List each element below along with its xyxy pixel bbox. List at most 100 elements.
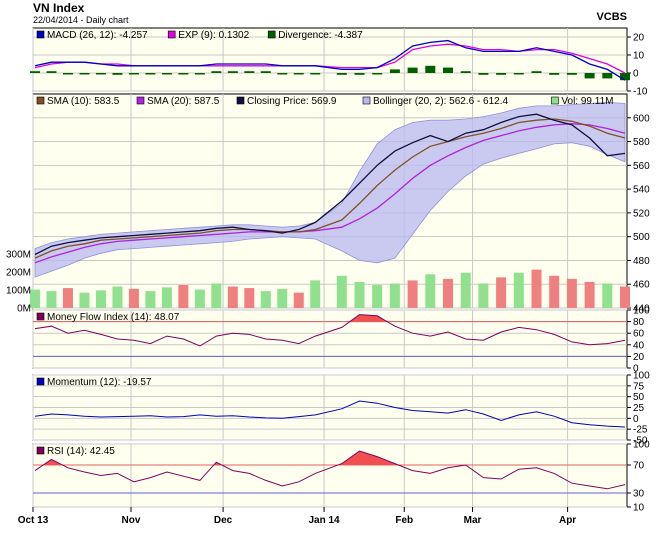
legend-swatch	[167, 30, 176, 39]
divergence-bar	[425, 65, 436, 73]
legend-swatch	[36, 312, 45, 321]
legend-label: MACD (26, 12): -4.257	[47, 30, 148, 41]
y-tick-label: 0	[633, 414, 639, 425]
volume-bar	[128, 288, 139, 308]
volume-tick-label: 300M	[6, 250, 31, 261]
x-tick-label: Jan 14	[308, 515, 340, 526]
volume-bar	[145, 291, 156, 308]
divergence-bar	[161, 73, 172, 75]
y-tick-label: -50	[633, 436, 648, 447]
y-tick-label: 60	[633, 329, 645, 340]
divergence-bar	[178, 73, 189, 75]
legend-label: Bollinger (20, 2): 562.6 - 612.4	[373, 96, 509, 107]
volume-tick-label: 200M	[6, 268, 31, 279]
y-tick-label: 600	[633, 113, 650, 124]
volume-bar	[79, 292, 90, 308]
divergence-bar	[310, 73, 321, 75]
volume-bar	[194, 289, 205, 308]
divergence-bar	[95, 73, 106, 75]
volume-bar	[460, 272, 471, 308]
divergence-bar	[602, 73, 613, 79]
legend-swatch	[36, 30, 45, 39]
x-tick-label: Apr	[559, 515, 576, 526]
divergence-bar	[145, 73, 156, 75]
legend-label: RSI (14): 42.45	[47, 446, 115, 457]
y-tick-label: 580	[633, 137, 650, 148]
y-tick-label: 460	[633, 280, 650, 291]
y-tick-label: 30	[633, 489, 645, 500]
volume-bar	[513, 272, 524, 308]
divergence-bar	[62, 73, 73, 75]
x-axis: Oct 13 Nov Dec Jan 14 Feb Mar Apr	[18, 507, 576, 526]
y-tick-label: 100	[633, 306, 650, 317]
y-tick-label: -10	[633, 87, 648, 98]
volume-bar	[260, 291, 271, 308]
divergence-bar	[496, 73, 507, 75]
volume-bar	[112, 286, 123, 308]
brand-label: VCBS	[596, 11, 627, 23]
mfi-line	[34, 314, 626, 347]
y-tick-label: 500	[633, 232, 650, 243]
y-tick-label: 10	[633, 51, 645, 62]
y-tick-label: 480	[633, 256, 650, 267]
volume-tick-label: 100M	[6, 286, 31, 297]
y-tick-label: 10	[633, 503, 645, 514]
divergence-bar	[443, 67, 453, 73]
divergence-bar	[407, 67, 418, 73]
volume-bar	[336, 275, 347, 308]
y-tick-label: 75	[633, 381, 645, 392]
y-tick-label: 70	[633, 461, 645, 472]
y-tick-label: 50	[633, 392, 645, 403]
divergence-bar	[260, 71, 271, 73]
y-tick-label: 40	[633, 340, 645, 351]
divergence-bar	[30, 71, 40, 73]
y-tick-label: 540	[633, 185, 650, 196]
panel-frame	[32, 27, 628, 92]
volume-bar	[496, 277, 507, 308]
divergence-bar	[584, 73, 595, 79]
rsi-line	[34, 450, 626, 490]
volume-bar	[389, 283, 400, 308]
legend-label: Closing Price: 569.9	[247, 96, 337, 107]
divergence-bar	[566, 73, 577, 75]
x-tick-label: Dec	[214, 515, 233, 526]
momentum-line	[34, 400, 626, 428]
legend-label: SMA (20): 587.5	[147, 96, 220, 107]
divergence-bar	[478, 73, 489, 75]
divergence-bar	[293, 73, 304, 75]
legend-swatch	[136, 96, 145, 105]
volume-bar	[293, 292, 304, 308]
chart-title: VN Index	[33, 1, 85, 15]
volume-bar	[354, 281, 365, 308]
y-tick-label: 100	[633, 371, 650, 382]
y-tick-label: 25	[633, 403, 645, 414]
y-tick-label: 20	[633, 33, 645, 44]
y-tick-label: 440	[633, 304, 650, 315]
legend-swatch	[267, 30, 276, 39]
volume-bar	[531, 269, 542, 308]
volume-bar	[30, 289, 40, 308]
legend-label: Vol: 99.11M	[561, 96, 613, 107]
divergence-bar	[277, 73, 288, 75]
divergence-bar	[372, 73, 383, 75]
legend-swatch	[362, 96, 371, 105]
divergence-bar	[354, 73, 365, 75]
bollinger-band	[34, 101, 626, 278]
sma20-line	[34, 123, 626, 264]
volume-bar	[46, 291, 57, 308]
x-tick-label: Oct 13	[18, 515, 49, 526]
volume-bar	[211, 283, 222, 308]
volume-bar	[584, 281, 595, 308]
y-tick-label: 20	[633, 352, 645, 363]
y-tick-label: 520	[633, 208, 650, 219]
divergence-bar	[244, 71, 255, 73]
volume-bar	[549, 275, 560, 308]
volume-bar	[62, 288, 73, 308]
legend-label: Divergence: -4.387	[278, 30, 363, 41]
y-tick-label: 560	[633, 161, 650, 172]
legend-swatch	[36, 377, 45, 386]
legend-label: Money Flow Index (14): 48.07	[47, 312, 180, 323]
